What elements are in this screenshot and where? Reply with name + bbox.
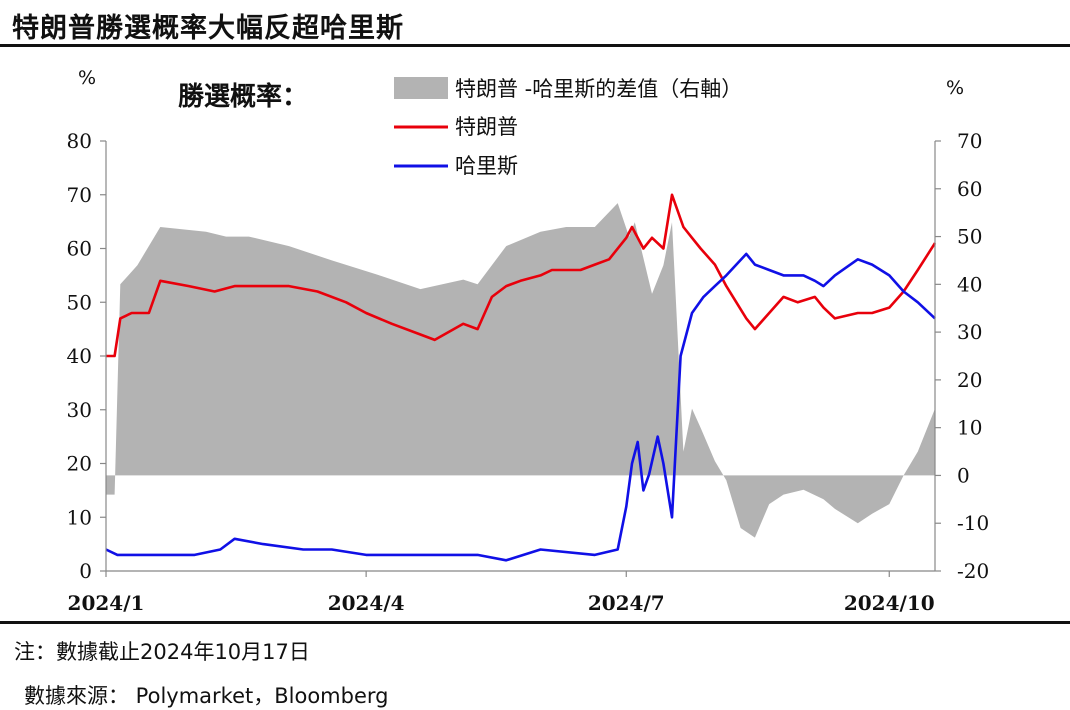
- right-axis-ticks: 70 60 50 40 30 20 10 0 -10 -20: [935, 129, 989, 583]
- chart-title: 特朗普勝選概率大幅反超哈里斯: [12, 13, 404, 44]
- left-tick-label: 50: [67, 290, 92, 314]
- data-source: 數據來源： Polymarket，Bloomberg: [24, 684, 389, 708]
- legend-swatch-difference: [394, 77, 448, 99]
- x-tick-label: 2024/10: [844, 591, 935, 615]
- left-tick-label: 80: [67, 129, 92, 153]
- right-tick-label: -20: [957, 559, 989, 583]
- x-tick-label: 2024/7: [588, 591, 665, 615]
- right-tick-label: 50: [957, 225, 982, 249]
- left-axis-unit: %: [78, 67, 96, 89]
- right-tick-label: 60: [957, 177, 982, 201]
- harris-line: [105, 252, 936, 562]
- left-tick-label: 70: [67, 183, 92, 207]
- right-axis-unit: %: [946, 77, 964, 99]
- right-tick-label: 70: [957, 129, 982, 153]
- left-tick-label: 60: [67, 237, 92, 261]
- trump-line: [106, 193, 937, 358]
- right-tick-label: 20: [957, 368, 982, 392]
- right-tick-label: 30: [957, 320, 982, 344]
- difference-area-layer: [106, 203, 935, 538]
- data-note: 注：數據截止2024年10月17日: [14, 640, 310, 664]
- left-tick-label: 0: [79, 559, 92, 583]
- legend-label-trump: 特朗普: [455, 115, 518, 139]
- left-axis-ticks: 80 70 60 50 40 30 20 10 0: [67, 129, 106, 583]
- x-tick-label: 2024/4: [328, 591, 405, 615]
- left-tick-label: 20: [67, 452, 92, 476]
- right-tick-label: 10: [957, 416, 982, 440]
- probability-lines-layer: [105, 193, 937, 562]
- right-tick-label: 0: [957, 463, 970, 487]
- right-tick-label: 40: [957, 272, 982, 296]
- difference-area: [106, 203, 935, 538]
- x-tick-label: 2024/1: [68, 591, 145, 615]
- right-tick-label: -10: [957, 511, 989, 535]
- footer-rule: [0, 621, 1070, 624]
- x-axis-ticks: 2024/1 2024/4 2024/7 2024/10: [68, 571, 935, 615]
- left-tick-label: 40: [67, 344, 92, 368]
- legend-title: 勝選概率：: [178, 81, 308, 112]
- title-rule: [0, 44, 1070, 47]
- legend-label-difference: 特朗普 -哈里斯的差值（右軸）: [455, 77, 742, 101]
- left-tick-label: 10: [67, 505, 92, 529]
- left-tick-label: 30: [67, 398, 92, 422]
- legend-label-harris: 哈里斯: [455, 154, 518, 178]
